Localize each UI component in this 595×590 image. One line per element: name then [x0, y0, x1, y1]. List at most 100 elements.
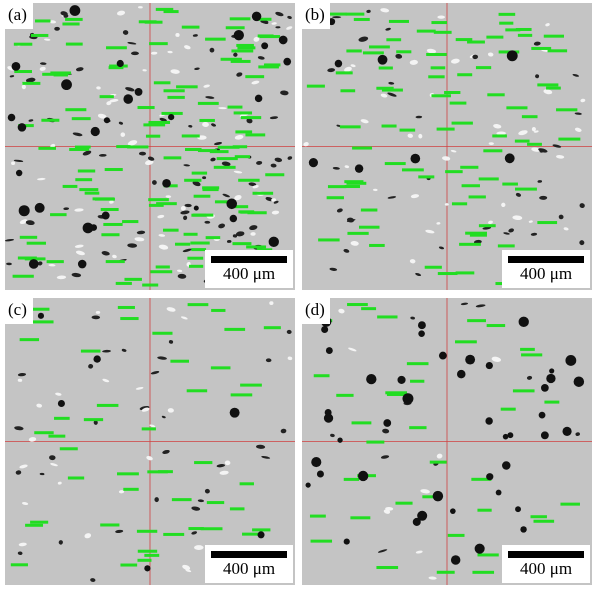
pore	[377, 54, 388, 65]
defect	[211, 123, 216, 127]
detection-label	[155, 7, 174, 11]
defect	[204, 220, 211, 224]
defect	[387, 92, 397, 97]
defect	[28, 119, 34, 122]
defect	[273, 200, 279, 204]
defect	[216, 464, 226, 468]
defect	[157, 356, 167, 360]
defect	[18, 542, 27, 547]
defect	[75, 67, 84, 72]
detection-label	[50, 213, 67, 217]
defect	[75, 250, 85, 256]
pore	[397, 375, 406, 384]
detection-label	[67, 476, 85, 480]
defect	[261, 455, 271, 459]
pore	[506, 50, 518, 62]
detection-label	[246, 245, 267, 249]
defect	[407, 133, 413, 138]
detection-label	[100, 207, 119, 211]
scale-bar-label: 400 μm	[520, 559, 572, 578]
detection-label	[521, 353, 543, 357]
detection-label	[455, 271, 475, 275]
defect	[382, 428, 390, 434]
defect	[444, 203, 449, 206]
detection-label	[521, 115, 538, 119]
pore	[562, 426, 572, 436]
detection-label	[150, 270, 173, 274]
detection-label	[32, 320, 54, 324]
detection-label	[171, 498, 192, 502]
defect	[180, 206, 186, 211]
pore	[485, 362, 493, 370]
defect	[256, 160, 263, 165]
detection-label	[217, 145, 240, 149]
defect	[377, 549, 388, 553]
defect	[90, 578, 96, 582]
defect	[275, 26, 281, 29]
defect	[253, 36, 260, 42]
defect	[106, 101, 112, 106]
detection-label	[35, 19, 51, 23]
defect	[287, 356, 293, 361]
defect	[482, 226, 492, 230]
detection-label	[359, 225, 380, 229]
detection-label	[83, 418, 104, 422]
detection-label	[256, 17, 272, 21]
pore	[325, 347, 333, 354]
detection-label	[206, 501, 225, 505]
detection-label	[237, 46, 256, 50]
detection-label	[498, 12, 516, 16]
defect	[122, 30, 129, 35]
defect	[385, 27, 391, 31]
detection-label	[460, 165, 479, 169]
defect	[515, 192, 522, 197]
defect	[39, 472, 45, 476]
detection-label	[487, 93, 505, 97]
detection-label	[75, 178, 93, 182]
detection-label	[205, 37, 226, 41]
defect	[508, 228, 514, 233]
detection-label	[406, 362, 429, 366]
defect	[55, 392, 62, 396]
detection-label	[533, 519, 555, 523]
defect	[63, 14, 69, 18]
defect	[158, 234, 166, 237]
defect	[210, 157, 216, 162]
detection-label	[326, 196, 344, 200]
detection-label	[163, 156, 182, 160]
detection-label	[137, 558, 152, 562]
detection-label	[77, 169, 96, 173]
detection-label	[531, 46, 552, 50]
micrograph-panel: (a) 400 μm	[4, 3, 295, 290]
detection-label	[202, 188, 219, 192]
pore	[502, 433, 509, 440]
detection-label	[199, 118, 215, 122]
label-box	[5, 298, 33, 324]
detection-label	[14, 70, 32, 74]
defect	[177, 273, 187, 279]
defect	[574, 127, 582, 132]
detection-label	[124, 277, 142, 281]
scale-bar	[508, 256, 584, 263]
defect	[14, 426, 24, 431]
defect	[191, 531, 198, 535]
pore	[229, 214, 238, 223]
defect	[170, 69, 180, 74]
defect	[580, 98, 586, 103]
detection-label	[409, 426, 427, 430]
pore	[502, 461, 511, 470]
detection-label	[214, 200, 234, 204]
detection-label	[205, 236, 221, 240]
pore	[323, 413, 334, 423]
detection-label	[352, 146, 373, 150]
defect	[265, 358, 272, 363]
defect	[526, 375, 533, 380]
detection-label	[19, 338, 40, 342]
defect	[286, 26, 293, 30]
detection-label	[459, 242, 481, 246]
detection-label	[447, 533, 465, 537]
defect	[183, 164, 190, 167]
defect	[269, 116, 279, 120]
defect	[271, 22, 277, 25]
